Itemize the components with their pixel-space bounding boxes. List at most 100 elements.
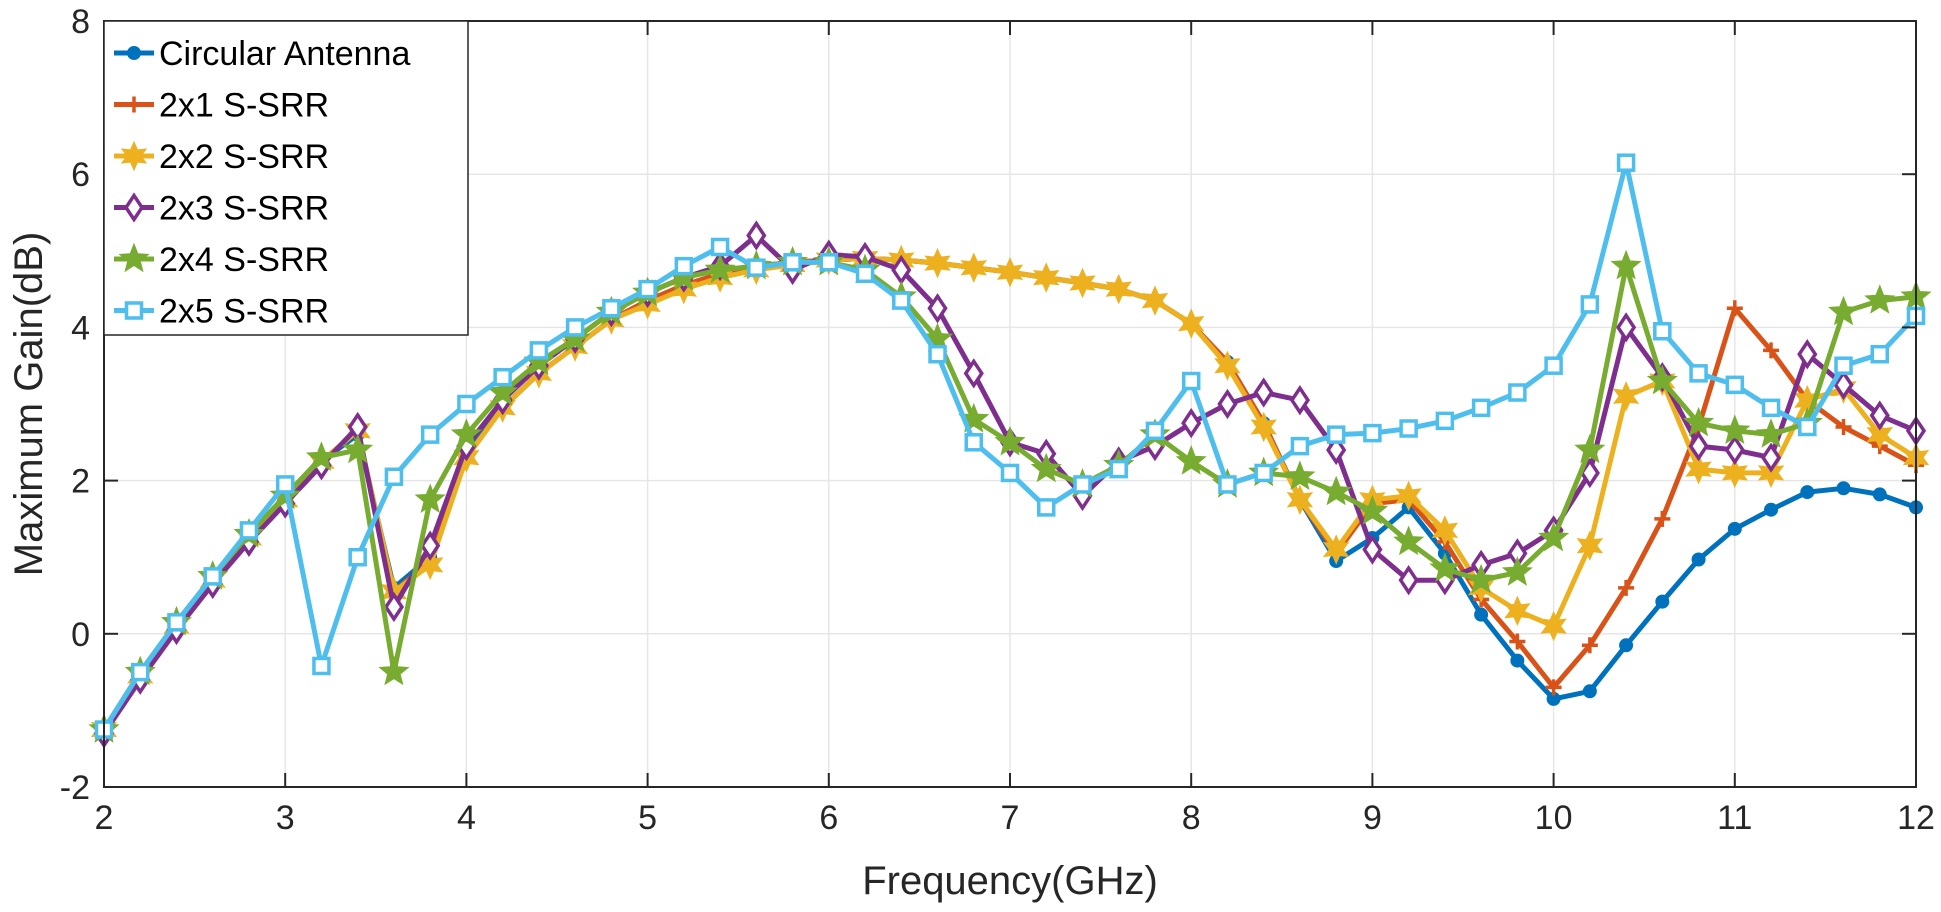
legend-entry: 2x3 S-SRR — [114, 190, 329, 228]
legend-marker — [126, 96, 142, 113]
data-point — [747, 258, 766, 277]
data-point — [1834, 356, 1853, 375]
data-point — [1582, 684, 1597, 699]
legend-label: 2x4 S-SRR — [159, 241, 329, 279]
x-tick-label: 10 — [1535, 799, 1573, 837]
data-point — [1828, 295, 1860, 326]
data-point — [964, 433, 984, 452]
data-point — [1618, 579, 1635, 596]
data-point — [167, 613, 186, 632]
data-point — [1322, 534, 1350, 565]
legend-marker — [118, 242, 150, 273]
data-point — [1465, 563, 1497, 594]
data-point — [275, 475, 295, 494]
data-point — [1797, 339, 1818, 370]
x-tick-label: 8 — [1182, 799, 1201, 837]
data-point — [1615, 312, 1637, 343]
legend-marker — [120, 140, 148, 172]
data-point — [1033, 262, 1060, 293]
data-point — [378, 655, 410, 686]
data-point — [783, 253, 802, 272]
data-point — [1508, 383, 1527, 402]
data-point — [1619, 638, 1634, 653]
data-point — [130, 662, 150, 682]
data-point — [1581, 637, 1598, 654]
data-point — [1612, 381, 1640, 412]
data-point — [1798, 417, 1817, 437]
data-point — [924, 247, 951, 279]
data-point — [1755, 418, 1787, 448]
data-point — [1145, 421, 1165, 441]
data-point — [1181, 371, 1201, 391]
data-point — [1761, 398, 1781, 418]
data-point — [420, 425, 440, 444]
data-point — [892, 291, 911, 310]
data-point — [1471, 398, 1491, 418]
data-point — [1399, 419, 1418, 438]
data-point — [203, 567, 222, 586]
data-point — [1429, 552, 1461, 582]
legend-label: 2x3 S-SRR — [159, 190, 329, 228]
legend-label: Circular Antenna — [159, 35, 410, 73]
x-tick-label: 11 — [1717, 799, 1752, 837]
data-point — [1326, 425, 1346, 444]
data-point — [1721, 457, 1748, 489]
data-point — [1501, 556, 1533, 586]
data-point — [1580, 295, 1600, 314]
data-point — [1141, 285, 1169, 316]
data-point — [1540, 610, 1567, 642]
data-point — [1654, 510, 1671, 527]
x-tick-label: 2 — [95, 799, 114, 837]
legend-marker — [124, 301, 144, 320]
data-point — [1833, 369, 1854, 401]
data-point — [414, 483, 446, 514]
y-tick-label: 4 — [71, 309, 90, 347]
legend-label: 2x5 S-SRR — [159, 293, 329, 331]
legend-marker — [127, 46, 141, 60]
legend-entry: Circular Antenna — [114, 35, 410, 73]
data-point — [746, 220, 767, 251]
data-point — [602, 299, 621, 318]
data-point — [312, 656, 331, 676]
data-point — [1726, 300, 1743, 317]
data-point — [1467, 572, 1495, 604]
data-point — [1537, 521, 1570, 552]
data-point — [384, 467, 404, 487]
data-point — [1474, 607, 1489, 622]
legend-label: 2x2 S-SRR — [159, 138, 329, 176]
data-point — [927, 293, 948, 324]
data-point — [1069, 267, 1096, 299]
data-point — [1616, 153, 1636, 172]
x-tick-label: 6 — [819, 799, 838, 837]
legend-entry: 2x5 S-SRR — [114, 293, 329, 331]
legend-marker — [123, 192, 145, 223]
y-tick-label: 0 — [71, 616, 90, 654]
data-point — [994, 425, 1026, 456]
x-axis-label: Frequency(GHz) — [862, 859, 1158, 903]
legend-box — [103, 20, 469, 336]
data-point — [1254, 463, 1273, 483]
data-point — [1724, 434, 1745, 466]
data-point — [1289, 385, 1311, 416]
data-point — [1320, 475, 1352, 506]
data-point — [1356, 494, 1389, 525]
data-point — [1683, 406, 1715, 437]
data-point — [1655, 594, 1670, 609]
data-point — [1109, 459, 1128, 479]
data-point — [1105, 273, 1132, 305]
data-point — [1214, 350, 1241, 381]
data-point — [1253, 377, 1274, 408]
data-point — [1509, 633, 1526, 650]
data-point — [1764, 502, 1779, 517]
data-point — [565, 318, 585, 337]
data-point — [457, 394, 476, 414]
data-point — [1393, 525, 1425, 556]
data-point — [1181, 407, 1202, 439]
data-point — [1036, 498, 1056, 517]
data-point — [1725, 375, 1745, 395]
data-point — [1284, 460, 1316, 491]
x-tick-label: 4 — [457, 799, 476, 837]
data-point — [1763, 342, 1780, 359]
data-point — [1870, 344, 1890, 364]
